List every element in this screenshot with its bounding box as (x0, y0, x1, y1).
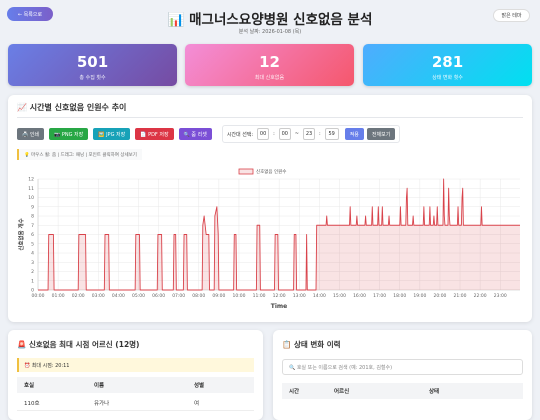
header-cell: 이름 (94, 383, 105, 389)
x-tick-label: 15:00 (333, 293, 346, 299)
y-tick-label: 10 (28, 195, 34, 201)
x-tick-label: 20:00 (433, 293, 446, 299)
divider (17, 117, 523, 118)
cell: 여 (194, 400, 200, 407)
theme-button[interactable]: 밝은 테마 (493, 9, 530, 22)
x-tick-label: 10:00 (232, 293, 245, 299)
legend-label: 신호없음 인원수 (256, 168, 286, 175)
y-tick-label: 4 (31, 251, 34, 257)
colon: : (273, 131, 275, 137)
x-tick-label: 04:00 (112, 293, 125, 299)
x-tick-label: 02:00 (72, 293, 85, 299)
stat-value: 501 (76, 53, 109, 71)
toolbar: 🖨️ 인쇄 📷 PNG 저장 🖼️ JPG 저장 📄 PDF 저장 🔍 줌 리셋… (17, 125, 401, 143)
x-tick-label: 06:00 (152, 293, 165, 299)
jpg-button[interactable]: 🖼️ JPG 저장 (93, 128, 131, 140)
y-tick-label: 5 (31, 241, 34, 247)
cell: 유가나 (94, 400, 110, 407)
zoom-reset-button[interactable]: 🔍 줌 리셋 (178, 128, 212, 140)
x-tick-label: 21:00 (454, 293, 467, 299)
table-header: 시간 어르신 상태 (282, 383, 523, 399)
x-tick-label: 19:00 (413, 293, 426, 299)
colon: : (319, 131, 321, 137)
x-tick-label: 14:00 (313, 293, 326, 299)
x-tick-label: 12:00 (273, 293, 286, 299)
y-tick-label: 3 (31, 260, 34, 266)
max-time: ⏰ 최대 시점: 20:11 (17, 358, 254, 372)
x-tick-label: 00:00 (32, 293, 45, 299)
x-tick-label: 05:00 (132, 293, 145, 299)
stat-value: 12 (259, 53, 280, 71)
x-axis-label: Time (271, 303, 287, 310)
legend-swatch (238, 168, 254, 175)
end-hour[interactable]: 23 (303, 128, 315, 140)
show-all-button[interactable]: 전체보기 (366, 128, 396, 140)
y-tick-label: 7 (31, 223, 34, 229)
analysis-date: 분석 날짜: 2026-01-08 (목) (238, 29, 302, 35)
stat-label: 총 수집 횟수 (79, 75, 106, 81)
area-fill (38, 179, 520, 290)
stat-label: 최대 신호없음 (254, 75, 285, 81)
chart-panel: 📈 시간별 신호없음 인원수 추이 🖨️ 인쇄 📷 PNG 저장 🖼️ JPG … (8, 95, 532, 322)
png-button[interactable]: 📷 PNG 저장 (49, 128, 89, 140)
search-input[interactable]: 🔍 호실 또는 이름으로 검색 (예: 201호, 김철수) (282, 359, 523, 375)
header-cell: 성별 (194, 383, 205, 389)
hint: 💡 마우스 휠: 줌 | 드래그: 패닝 | 포인트 클릭하여 상세보기 (17, 149, 142, 160)
x-tick-label: 18:00 (393, 293, 406, 299)
page: ← 목록으로 📊 매그너스요양병원 신호없음 분석 분석 날짜: 2026-01… (7, 7, 532, 420)
y-tick-label: 1 (31, 278, 34, 284)
y-tick-label: 6 (31, 232, 34, 238)
x-tick-label: 01:00 (52, 293, 65, 299)
end-minute[interactable]: 59 (324, 128, 339, 140)
x-tick-label: 08:00 (192, 293, 205, 299)
x-tick-label: 17:00 (373, 293, 386, 299)
header-cell: 호실 (24, 383, 35, 389)
stat-card: 281 상태 변화 횟수 (363, 44, 532, 86)
x-tick-label: 22:00 (474, 293, 487, 299)
pdf-button[interactable]: 📄 PDF 저장 (135, 128, 174, 140)
y-tick-label: 12 (28, 177, 34, 183)
panel-title: 📈 시간별 신호없음 인원수 추이 (17, 103, 127, 112)
y-tick-label: 8 (31, 214, 34, 220)
time-range: 시간대 선택: 00 : 00 ~ 23 : 59 적용 전체보기 (221, 125, 401, 143)
y-tick-label: 2 (31, 269, 34, 275)
table-header: 호실 이름 성별 (17, 377, 254, 393)
panel-title: 📋 상태 변화 이력 (282, 340, 341, 349)
start-minute[interactable]: 00 (278, 128, 291, 140)
y-tick-label: 11 (28, 186, 34, 192)
x-tick-label: 23:00 (494, 293, 507, 299)
header-cell: 어르신 (334, 389, 350, 395)
header-cell: 시간 (289, 389, 300, 395)
time-range-label: 시간대 선택: (226, 131, 254, 138)
y-tick-label: 0 (31, 288, 34, 294)
x-tick-label: 13:00 (293, 293, 306, 299)
x-tick-label: 03:00 (92, 293, 105, 299)
stat-card: 12 최대 신호없음 (185, 44, 354, 86)
y-axis-label: 신호없음 개수 (17, 218, 25, 250)
start-hour[interactable]: 00 (257, 128, 270, 140)
stat-label: 상태 변화 횟수 (432, 75, 463, 81)
x-tick-label: 07:00 (172, 293, 185, 299)
back-button[interactable]: ← 목록으로 (7, 7, 53, 21)
cell: 110호 (24, 400, 40, 407)
apply-button[interactable]: 적용 (344, 128, 364, 140)
print-button[interactable]: 🖨️ 인쇄 (17, 128, 45, 140)
data-line (38, 178, 520, 291)
y-tick-label: 9 (31, 204, 34, 210)
range-separator: ~ (294, 131, 299, 137)
x-tick-label: 11:00 (253, 293, 266, 299)
panel-title: 🚨 신호없음 최대 시점 어르신 (12명) (17, 340, 140, 349)
stat-value: 281 (431, 53, 464, 71)
stat-card: 501 총 수집 횟수 (8, 44, 177, 86)
header-cell: 상태 (429, 389, 440, 395)
x-tick-label: 09:00 (212, 293, 225, 299)
x-tick-label: 16:00 (353, 293, 366, 299)
page-title: 📊 매그너스요양병원 신호없음 분석 (167, 12, 373, 28)
